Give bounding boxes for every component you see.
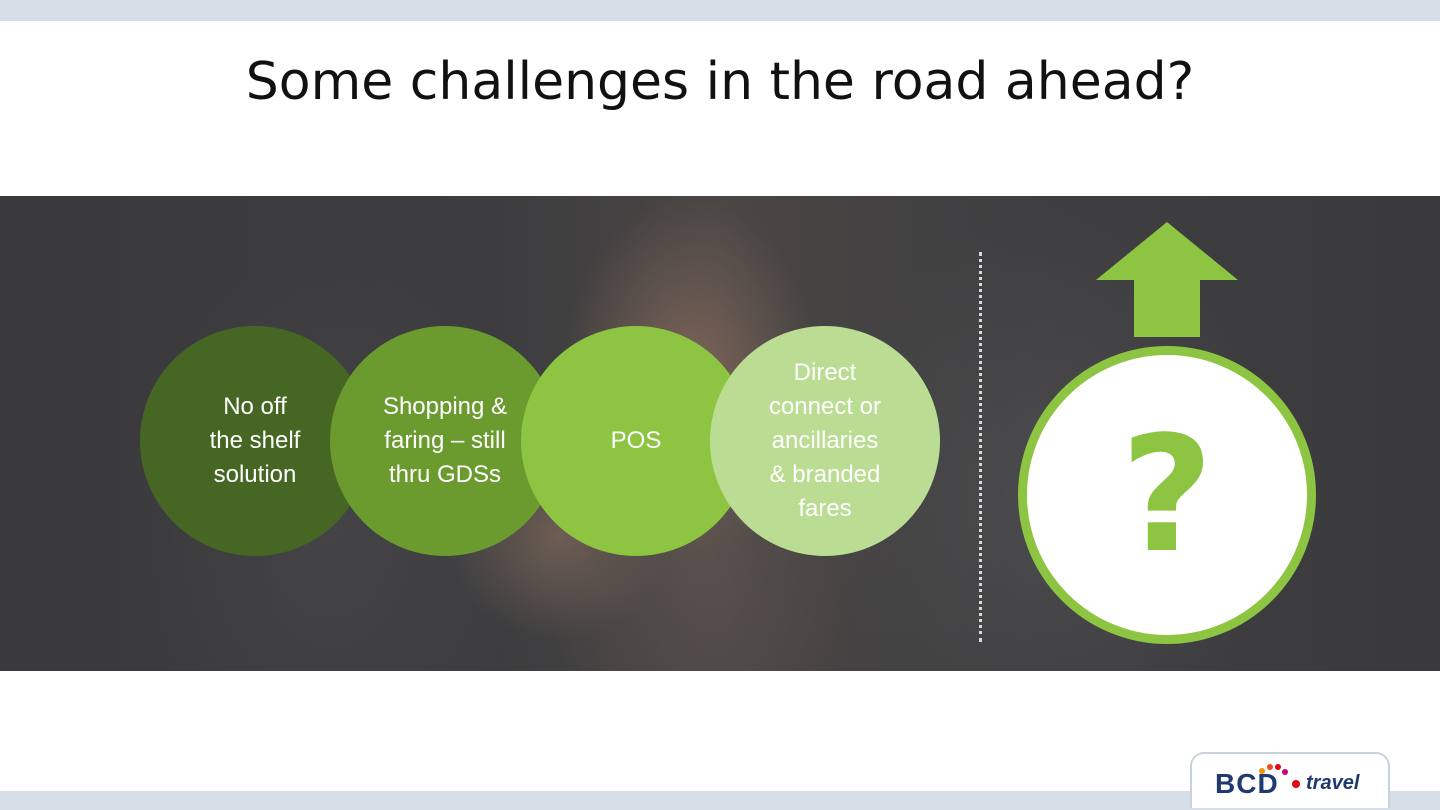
logo-tab bbox=[1190, 752, 1390, 808]
logo-dots-icon bbox=[1259, 764, 1300, 788]
challenge-label: No off the shelf solution bbox=[209, 393, 301, 488]
top-band bbox=[0, 0, 1440, 21]
question-circle bbox=[1018, 346, 1316, 644]
bottom-band bbox=[0, 791, 1440, 810]
logo-suffix: travel bbox=[1306, 772, 1360, 794]
logo-brand: BCD bbox=[1215, 768, 1279, 799]
challenge-label: Direct connect or ancillaries & branded … bbox=[768, 359, 882, 522]
challenges-banner: No off the shelf solution Shopping & far… bbox=[0, 196, 1440, 671]
challenge-label: POS bbox=[610, 427, 662, 454]
challenge-label: Shopping & faring – still thru GDSs bbox=[382, 393, 508, 488]
question-mark: ? bbox=[1120, 401, 1214, 588]
up-arrow-icon bbox=[1096, 222, 1238, 337]
slide-title: Some challenges in the road ahead? bbox=[245, 52, 1195, 112]
dotted-divider bbox=[979, 252, 982, 642]
challenge-circle-direct-connect: Direct connect or ancillaries & branded … bbox=[710, 326, 940, 556]
